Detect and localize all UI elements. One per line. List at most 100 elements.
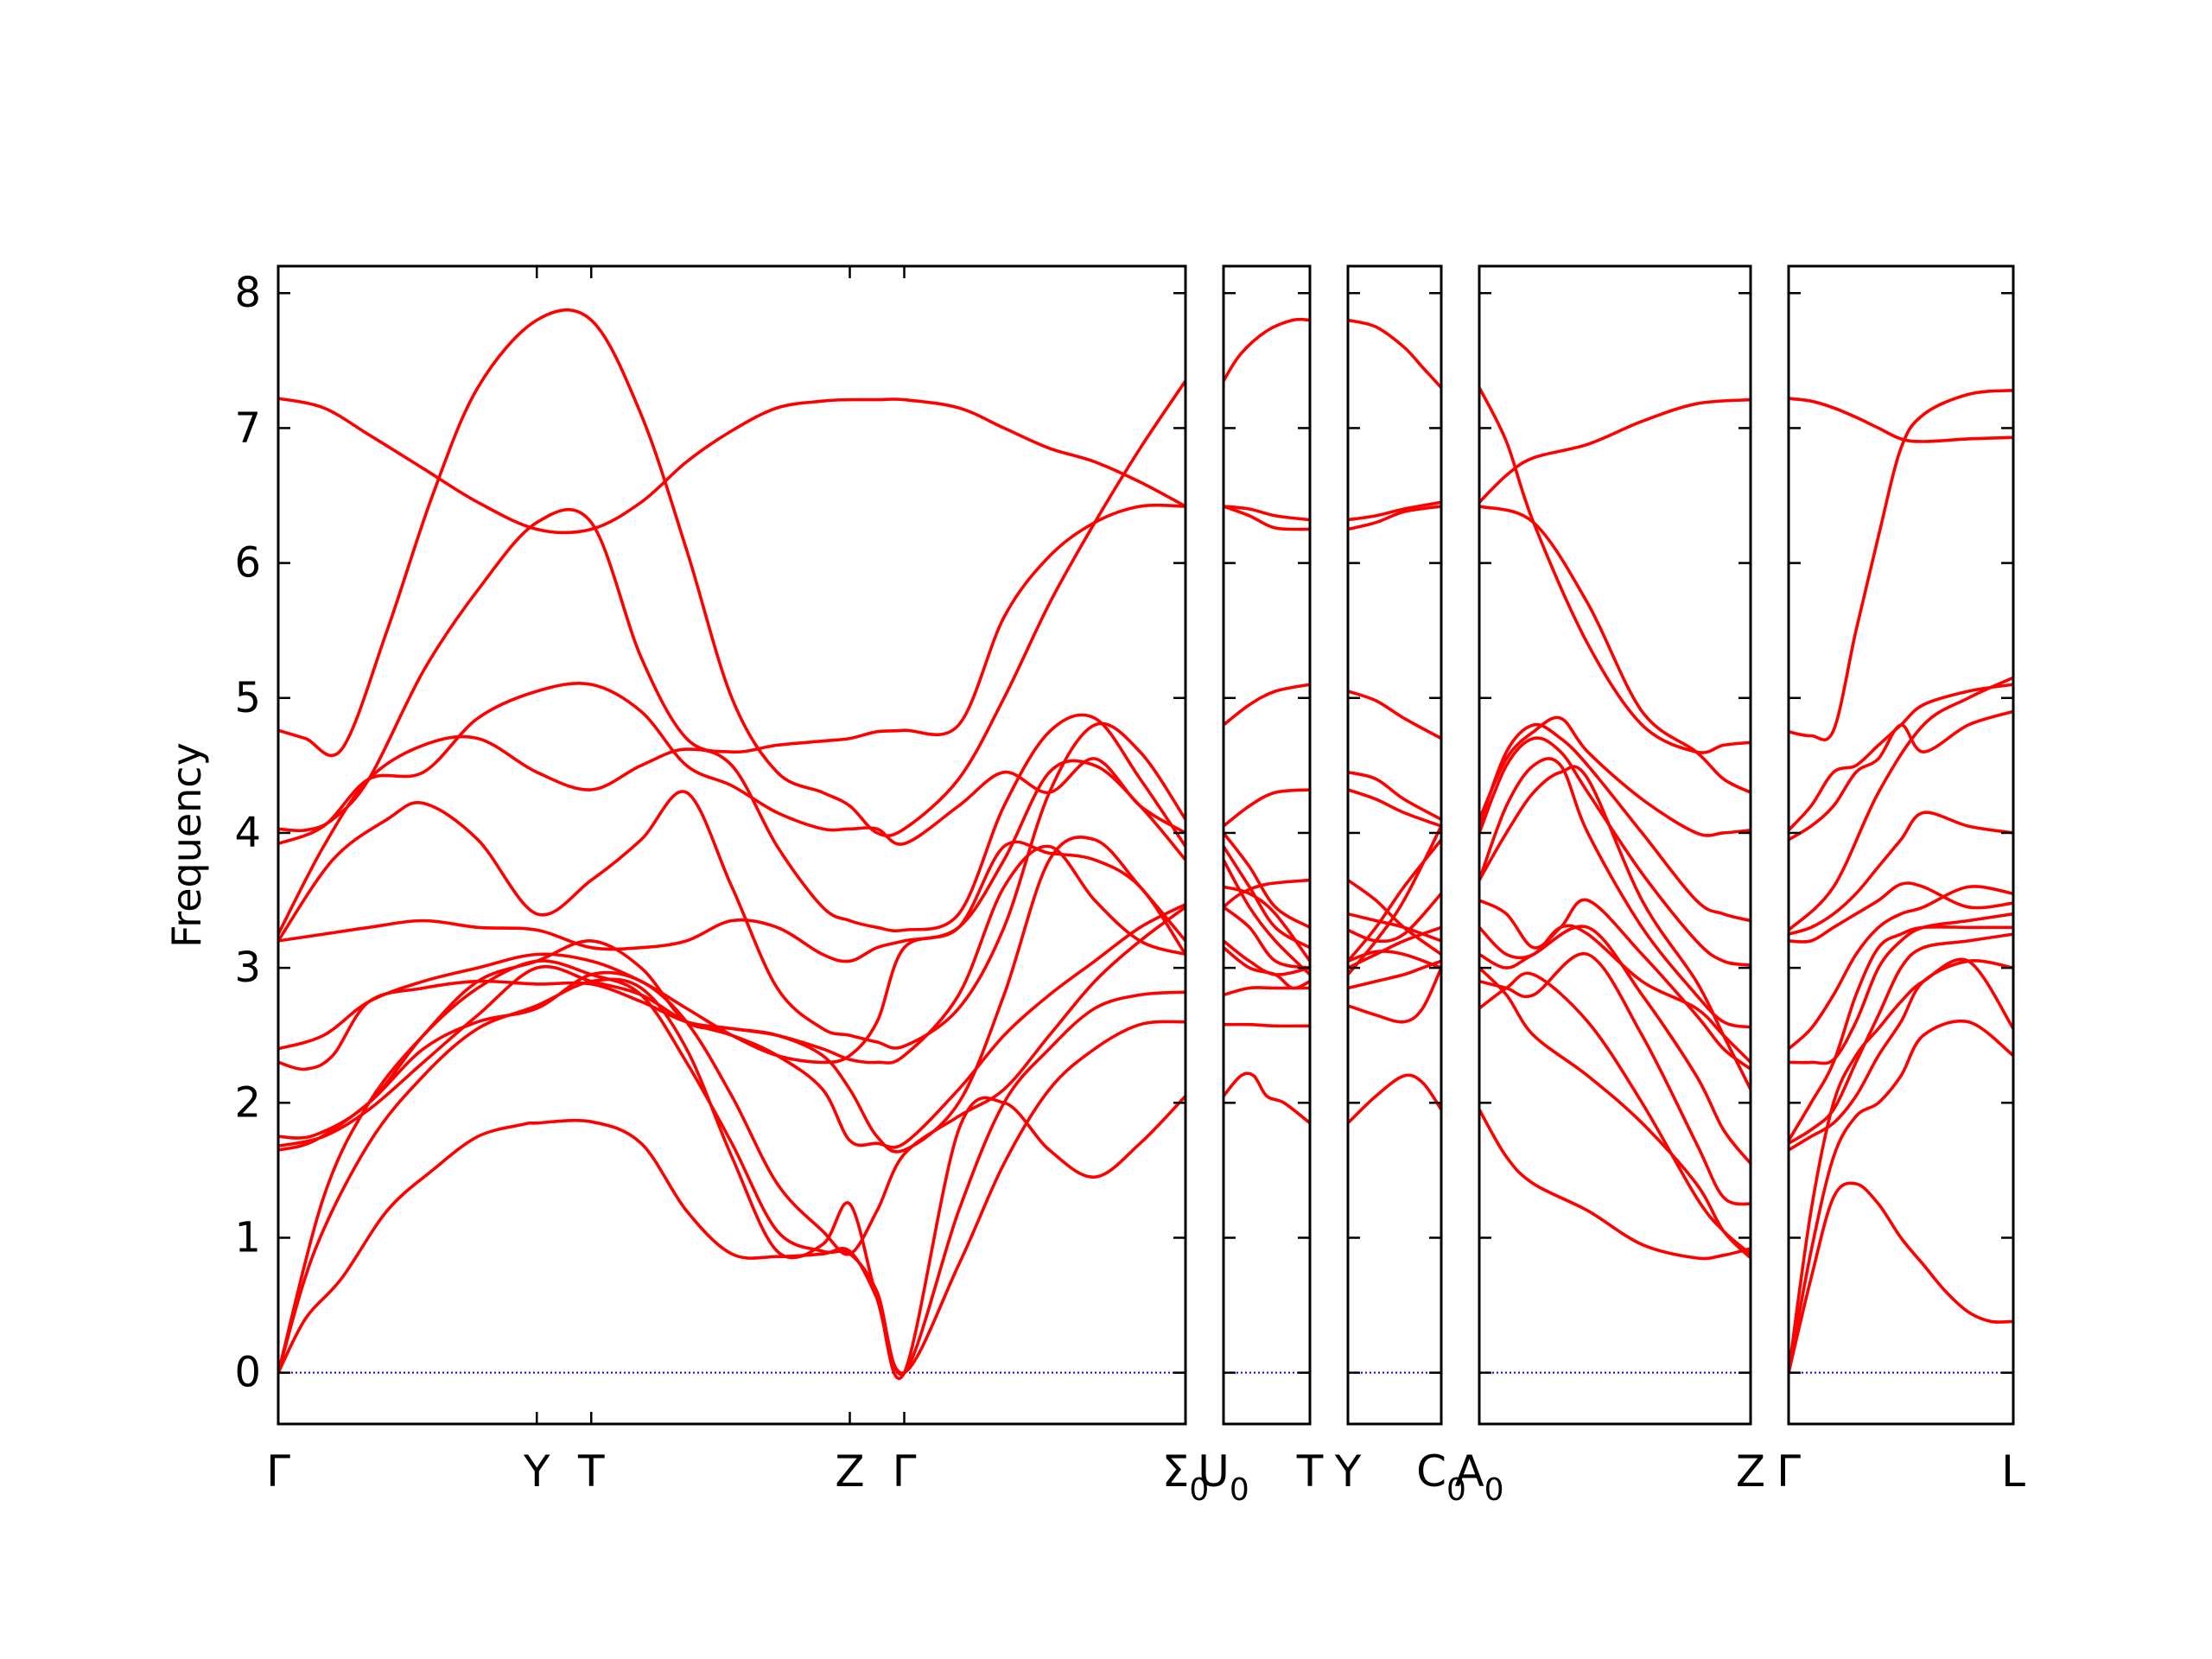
panel-frame bbox=[1478, 264, 1752, 1426]
phonon-band bbox=[1348, 966, 1441, 1024]
phonon-band bbox=[1348, 950, 1441, 969]
x-tick-label: Γ bbox=[266, 1446, 290, 1497]
phonon-band bbox=[1479, 1108, 1751, 1261]
x-tick-label-text: Z bbox=[835, 1446, 864, 1497]
panel-frame bbox=[1222, 264, 1312, 1426]
panel-p1 bbox=[276, 264, 1187, 1426]
phonon-band bbox=[1479, 898, 1751, 1071]
phonon-band bbox=[1789, 397, 2013, 443]
panel-frame bbox=[1787, 264, 2015, 1426]
phonon-band bbox=[1479, 715, 1751, 837]
phonon-band bbox=[1789, 932, 2013, 1145]
x-tick-label: Σ0 bbox=[1162, 1446, 1210, 1508]
phonon-band bbox=[1789, 925, 2013, 1142]
phonon-band bbox=[278, 959, 1185, 1376]
phonon-band bbox=[1348, 1073, 1441, 1125]
x-tick-label-text: Y bbox=[523, 1446, 550, 1497]
phonon-band bbox=[1224, 831, 1310, 930]
phonon-band bbox=[1224, 878, 1310, 909]
phonon-band bbox=[1479, 951, 1751, 1206]
phonon-band bbox=[1224, 939, 1310, 976]
y-tick-label: 8 bbox=[234, 269, 261, 317]
x-tick-label-text: Γ bbox=[266, 1446, 290, 1497]
y-tick-label: 3 bbox=[234, 944, 261, 992]
phonon-band bbox=[1789, 709, 2013, 842]
y-tick-label: 2 bbox=[234, 1078, 261, 1127]
x-tick-label: Γ bbox=[1777, 1446, 1801, 1497]
x-tick-label: U0 bbox=[1198, 1446, 1249, 1508]
y-tick-label: 4 bbox=[234, 809, 261, 857]
phonon-band bbox=[1789, 959, 2013, 1152]
phonon-band bbox=[1479, 397, 1751, 505]
phonon-band bbox=[1789, 885, 2013, 1051]
phonon-band bbox=[1224, 317, 1310, 383]
x-tick-label-text: T bbox=[577, 1446, 605, 1497]
phonon-band bbox=[1479, 925, 1751, 1166]
phonon-band bbox=[278, 308, 1185, 837]
phonon-band bbox=[278, 759, 1185, 963]
phonon-band bbox=[278, 906, 1185, 1256]
phonon-band bbox=[1224, 858, 1310, 976]
panel-p4 bbox=[1478, 264, 1752, 1426]
x-tick-label-subscript: 0 bbox=[1230, 1472, 1249, 1508]
x-tick-label: L bbox=[2001, 1446, 2025, 1497]
x-tick-label: Y bbox=[1334, 1446, 1362, 1497]
bands-group bbox=[278, 308, 1185, 1381]
x-tick-label-text: Y bbox=[1334, 1446, 1362, 1497]
phonon-band bbox=[1224, 906, 1310, 969]
phonon-band bbox=[1224, 683, 1310, 727]
bands-group bbox=[1224, 317, 1310, 1125]
bands-group bbox=[1479, 385, 1751, 1261]
phonon-band bbox=[1479, 966, 1751, 1260]
phonon-band bbox=[1479, 971, 1751, 1255]
phonon-band bbox=[1348, 500, 1441, 522]
y-tick-label: 0 bbox=[234, 1349, 261, 1397]
x-tick-label: T bbox=[577, 1446, 605, 1497]
x-tick-label-text: U bbox=[1198, 1446, 1230, 1497]
x-tick-label-text: Γ bbox=[893, 1446, 917, 1497]
x-tick-label: C0 bbox=[1416, 1446, 1466, 1508]
phonon-band bbox=[1224, 505, 1310, 522]
phonon-band bbox=[278, 844, 1185, 1071]
phonon-band bbox=[1479, 722, 1751, 923]
x-tick-label-text: Γ bbox=[1777, 1446, 1801, 1497]
x-tick-label-text: Σ bbox=[1162, 1446, 1190, 1497]
phonon-band bbox=[1348, 690, 1441, 741]
phonon-band bbox=[1789, 388, 2013, 741]
panels bbox=[276, 264, 2015, 1426]
phonon-band bbox=[1348, 892, 1441, 944]
phonon-band bbox=[1224, 844, 1310, 950]
x-tick-label: Z bbox=[835, 1446, 864, 1497]
bands-group bbox=[1348, 318, 1441, 1125]
phonon-band bbox=[278, 681, 1185, 846]
x-tick-label-subscript: 0 bbox=[1484, 1472, 1504, 1508]
phonon-band bbox=[1224, 505, 1310, 531]
panel-p2 bbox=[1222, 264, 1312, 1426]
phonon-band bbox=[1789, 676, 2013, 932]
phonon-band bbox=[278, 503, 1185, 833]
bands-group bbox=[1789, 388, 2013, 1375]
phonon-band bbox=[1479, 757, 1751, 1029]
x-tick-label-text: T bbox=[1296, 1446, 1324, 1497]
y-axis-label: Frequency bbox=[163, 742, 210, 948]
phonon-band bbox=[1789, 957, 2013, 1375]
phonon-band bbox=[1479, 924, 1751, 1065]
phonon-band bbox=[1479, 765, 1751, 1091]
phonon-band bbox=[278, 397, 1185, 535]
x-tick-label: Y bbox=[523, 1446, 550, 1497]
panel-p5 bbox=[1787, 264, 2015, 1426]
x-tick-label-subscript: 0 bbox=[1446, 1472, 1466, 1508]
x-tick-label-text: A bbox=[1454, 1446, 1484, 1497]
phonon-band bbox=[1224, 788, 1310, 828]
phonon-band bbox=[278, 1094, 1185, 1381]
y-tick-label: 6 bbox=[234, 539, 261, 588]
phonon-band bbox=[1789, 1019, 2013, 1375]
x-tick-label: Z bbox=[1736, 1446, 1765, 1497]
phonon-band bbox=[1348, 959, 1441, 990]
x-tick-label: A0 bbox=[1454, 1446, 1503, 1508]
phonon-band bbox=[278, 902, 1185, 1149]
y-axis-label-group: Frequency bbox=[163, 742, 210, 948]
y-tick-label: 5 bbox=[234, 674, 261, 722]
phonon-band bbox=[1479, 736, 1751, 967]
